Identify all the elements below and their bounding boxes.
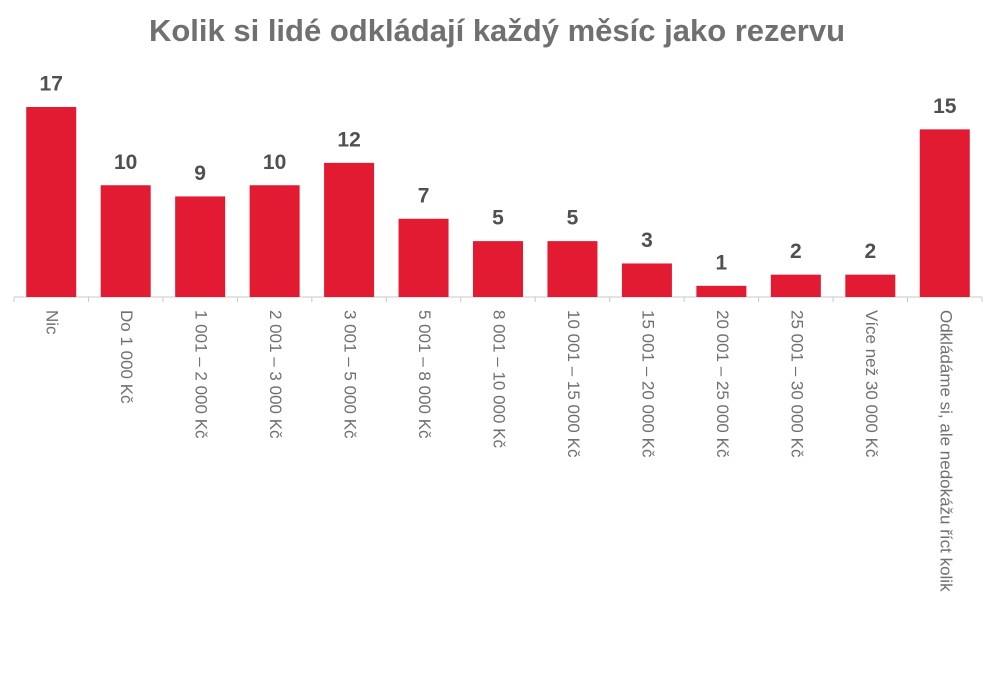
- bar: [919, 129, 970, 297]
- bar: [770, 274, 821, 297]
- value-label: 17: [40, 73, 63, 96]
- bar: [324, 162, 375, 297]
- x-tick-label: 2 001 – 3 000 Kč: [266, 310, 285, 439]
- value-label: 10: [263, 151, 286, 174]
- value-label: 5: [492, 207, 504, 230]
- x-tick-label: 25 001 – 30 000 Kč: [787, 310, 806, 458]
- bar: [547, 241, 598, 297]
- bar: [398, 218, 449, 297]
- x-tick-label: 15 001 – 20 000 Kč: [638, 310, 657, 458]
- bar: [26, 107, 77, 297]
- value-label: 5: [567, 207, 579, 230]
- x-tick-label: 8 001 – 10 000 Kč: [490, 310, 509, 449]
- bar: [621, 263, 672, 297]
- value-label: 10: [114, 151, 137, 174]
- bar: [175, 196, 226, 297]
- value-label: 15: [933, 95, 957, 118]
- value-label: 3: [641, 229, 653, 252]
- chart-title: Kolik si lidé odkládají každý měsíc jako…: [148, 13, 846, 48]
- value-label: 1: [716, 251, 728, 274]
- x-tick-label: Nic: [43, 310, 62, 335]
- x-tick-label: 5 001 – 8 000 Kč: [415, 310, 434, 439]
- x-tick-label: Odkládáme si, ale nedokážu říct kolik: [936, 310, 955, 592]
- x-tick-label: Více než 30 000 Kč: [862, 310, 881, 458]
- x-tick-label: 10 001 – 15 000 Kč: [564, 310, 583, 458]
- bar: [100, 185, 151, 297]
- value-label: 7: [418, 184, 430, 207]
- value-label: 2: [864, 240, 876, 263]
- value-label: 2: [790, 240, 802, 263]
- value-label: 9: [194, 162, 206, 185]
- x-tick-label: 1 001 – 2 000 Kč: [192, 310, 211, 439]
- bar: [696, 285, 747, 297]
- bar: [249, 185, 300, 297]
- bar: [845, 274, 896, 297]
- x-tick-label: 20 001 – 25 000 Kč: [713, 310, 732, 458]
- x-tick-label: Do 1 000 Kč: [117, 310, 136, 404]
- x-tick-label: 3 001 – 5 000 Kč: [341, 310, 360, 439]
- value-label: 12: [337, 128, 360, 151]
- bar: [473, 241, 523, 297]
